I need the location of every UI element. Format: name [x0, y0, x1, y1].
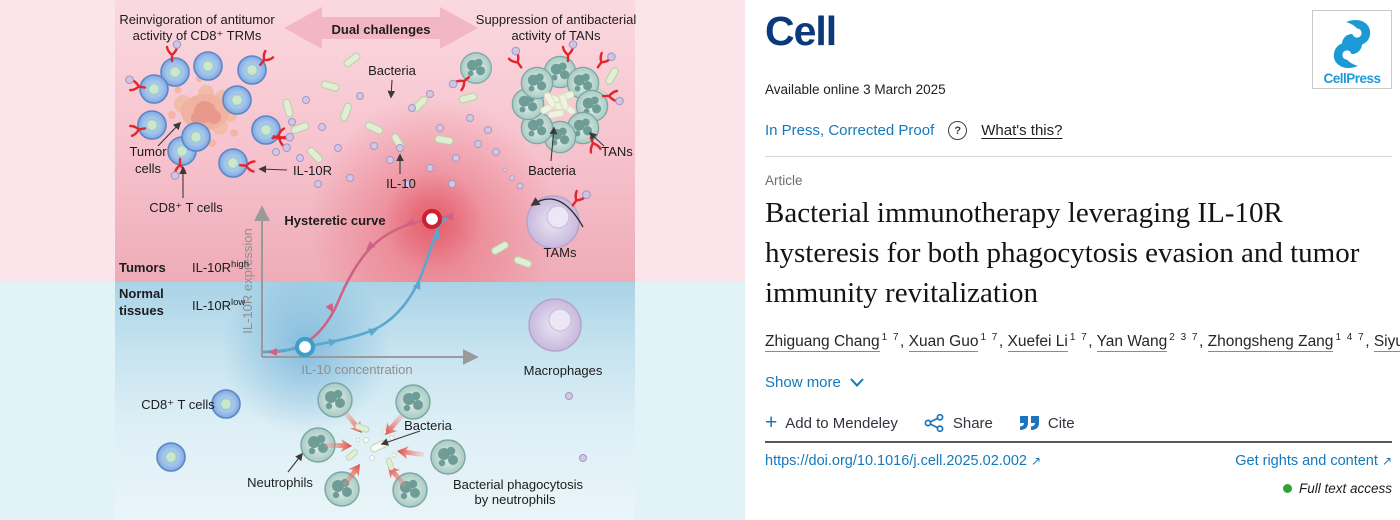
add-to-mendeley-button[interactable]: + Add to Mendeley [765, 411, 898, 435]
open-access-dot-icon [1282, 484, 1292, 494]
macrophages-label: Macrophages [524, 363, 603, 378]
dual-challenges-label: Dual challenges [332, 22, 431, 37]
article-title: Bacterial immunotherapy leveraging IL-10… [765, 197, 1360, 309]
bacteria-bottom-label: Bacteria [404, 418, 452, 433]
x-axis-label: IL-10 concentration [301, 362, 412, 377]
bacteria-top-label: Bacteria [368, 63, 416, 78]
show-more-button[interactable]: Show more [765, 374, 864, 391]
annotation-arrows [157, 79, 605, 473]
in-press-link[interactable]: In Press, Corrected Proof [765, 122, 935, 139]
cellpress-wordmark: CellPress [1323, 71, 1381, 86]
svg-text:cells: cells [135, 161, 162, 176]
low-state-marker [294, 336, 316, 358]
tams-label: TAMs [544, 245, 577, 260]
actions-divider [765, 441, 1392, 444]
cite-quote-icon [1019, 416, 1039, 431]
graphical-abstract-image: Dual challenges Reinvigoration of antitu… [0, 0, 760, 520]
phagocytosis-caption: Bacterial phagocytosis [453, 477, 584, 492]
cd8-t-cells-bottom-label: CD8⁺ T cells [141, 397, 215, 412]
cd8-t-cell [155, 441, 187, 473]
rights-link[interactable]: Get rights and content ↗ [1235, 453, 1392, 470]
il10-label: IL-10 [386, 176, 416, 191]
cd8-t-cell [210, 388, 242, 420]
author-link[interactable]: Siyu Pei2 [1373, 333, 1400, 353]
help-icon[interactable]: ? [948, 121, 968, 140]
cite-button[interactable]: Cite [1019, 415, 1075, 432]
author-link[interactable]: Yan Wang 2 3 7 [1096, 332, 1208, 353]
hysteresis-plot [254, 205, 479, 365]
cellpress-logo[interactable]: CellPress [1312, 10, 1392, 89]
chevron-down-icon [850, 378, 864, 388]
external-link-icon: ↗ [1381, 454, 1392, 469]
svg-text:activity of TANs: activity of TANs [511, 28, 601, 43]
plot-title: Hysteretic curve [284, 213, 385, 228]
normal-tissues-label: Normal [119, 286, 164, 301]
author-link[interactable]: Zhongsheng Zang 1 4 7 [1207, 332, 1374, 353]
svg-text:activity of CD8⁺ TRMs: activity of CD8⁺ TRMs [133, 28, 262, 43]
cellpress-mark-icon [1333, 19, 1371, 69]
tumors-label: Tumors [119, 260, 166, 275]
doi-link[interactable]: https://doi.org/10.1016/j.cell.2025.02.0… [765, 453, 1042, 470]
panel-gap [745, 0, 760, 520]
neutrophils-label: Neutrophils [247, 475, 313, 490]
whats-this-link[interactable]: What's this? [981, 122, 1063, 139]
share-icon [924, 414, 944, 433]
tumor-cells-label: Tumor [129, 144, 167, 159]
il10r-low-label: IL-10Rlow [192, 297, 245, 313]
macrophage-cell [528, 298, 582, 352]
available-online-date: Available online 3 March 2025 [765, 82, 946, 97]
header-divider [765, 156, 1392, 157]
reinvigoration-caption: Reinvigoration of antitumor [119, 12, 275, 27]
y-axis-label: IL-10R expression [240, 228, 255, 334]
tam-cell [526, 184, 593, 249]
author-link[interactable]: Xuan Guo 1 7 [908, 332, 1008, 353]
tans-label: TANs [601, 144, 633, 159]
bacteria-right-label: Bacteria [528, 163, 576, 178]
svg-text:tissues: tissues [119, 303, 164, 318]
article-header-panel: Cell CellPress Available online 3 March … [760, 0, 1400, 520]
il10r-label: IL-10R [293, 163, 332, 178]
author-link[interactable]: Zhiguang Chang 1 7 [765, 332, 909, 353]
cell-journal-logo[interactable]: Cell [765, 8, 837, 54]
external-link-icon: ↗ [1031, 454, 1042, 469]
dual-challenges-arrow [284, 7, 478, 49]
high-state-marker [421, 208, 443, 230]
cd8-t-cells-top-label: CD8⁺ T cells [149, 200, 223, 215]
il10r-high-label: IL-10Rhigh [192, 259, 249, 275]
suppression-caption: Suppression of antibacterial [476, 12, 637, 27]
graphical-abstract[interactable]: Dual challenges Reinvigoration of antitu… [0, 0, 760, 520]
plus-icon: + [765, 411, 778, 435]
article-type: Article [765, 173, 803, 188]
access-status: Full text access [765, 481, 1392, 496]
share-button[interactable]: Share [924, 414, 993, 433]
svg-text:by neutrophils: by neutrophils [475, 492, 556, 507]
author-link[interactable]: Xuefei Li 1 7 [1007, 332, 1097, 353]
